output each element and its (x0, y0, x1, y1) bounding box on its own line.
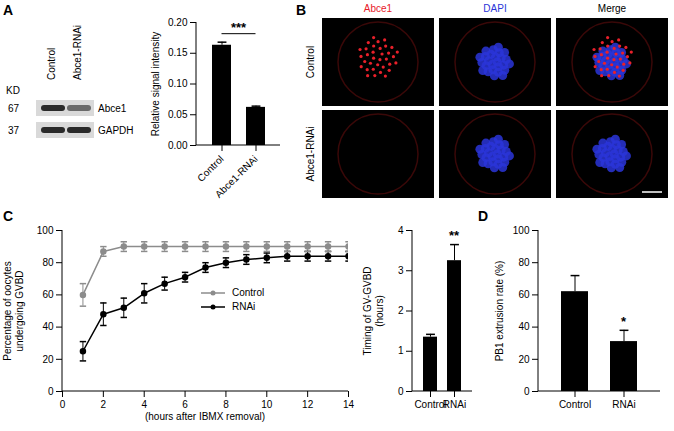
svg-text:100: 100 (37, 225, 54, 236)
svg-text:Abce1-RNAi: Abce1-RNAi (213, 153, 260, 200)
svg-text:RNAi: RNAi (612, 399, 635, 410)
svg-text:0.15: 0.15 (168, 47, 188, 58)
svg-text:4: 4 (398, 225, 404, 236)
html-text:Control: Control (232, 287, 265, 298)
svg-text:3: 3 (398, 265, 404, 276)
svg-text:80: 80 (42, 257, 54, 268)
svg-text:37: 37 (8, 125, 20, 136)
svg-text:20: 20 (518, 354, 530, 365)
html-text:A: A (3, 2, 14, 18)
svg-text:Abce1: Abce1 (364, 3, 393, 14)
svg-text:DAPI: DAPI (483, 3, 506, 14)
svg-text:0: 0 (48, 386, 54, 397)
svg-text:***: *** (231, 20, 247, 35)
html-text:Percentage of oocytes undergoi: Percentage of oocytes undergoing GVBD (2, 260, 25, 361)
html-text:Timing of GV-GVBD (hours): Timing of GV-GVBD (hours) (362, 265, 385, 356)
svg-text:Abce1: Abce1 (98, 103, 127, 114)
svg-text:6: 6 (182, 399, 188, 410)
svg-text:12: 12 (302, 399, 314, 410)
svg-text:20: 20 (42, 354, 54, 365)
html-text:Relative signal intensity: Relative signal intensity (150, 31, 161, 136)
svg-text:60: 60 (518, 289, 530, 300)
svg-text:0: 0 (524, 386, 530, 397)
svg-text:Merge: Merge (598, 3, 627, 14)
svg-text:RNAi: RNAi (443, 399, 466, 410)
svg-text:8: 8 (223, 399, 229, 410)
svg-text:0.05: 0.05 (168, 109, 188, 120)
svg-text:67: 67 (8, 103, 20, 114)
svg-text:Control: Control (46, 48, 57, 80)
svg-text:*: * (621, 314, 627, 329)
html-text:B: B (296, 2, 307, 18)
svg-text:2: 2 (398, 305, 404, 316)
svg-text:2: 2 (101, 399, 107, 410)
svg-text:1: 1 (398, 345, 404, 356)
svg-text:Control: Control (195, 153, 226, 184)
svg-text:40: 40 (518, 321, 530, 332)
svg-text:80: 80 (518, 257, 530, 268)
svg-text:Abce1-RNAi: Abce1-RNAi (72, 25, 83, 80)
html-text:C: C (3, 208, 14, 224)
svg-text:0: 0 (398, 386, 404, 397)
svg-text:60: 60 (42, 289, 54, 300)
svg-text:10: 10 (261, 399, 273, 410)
svg-text:100: 100 (513, 225, 530, 236)
svg-text:Control: Control (414, 399, 446, 410)
svg-text:Control: Control (559, 399, 591, 410)
svg-text:Control: Control (305, 46, 316, 78)
svg-text:**: ** (449, 228, 460, 243)
svg-text:KD: KD (6, 85, 20, 96)
html-text:D: D (478, 208, 489, 224)
html-text:PB1 extrusion rate (%): PB1 extrusion rate (%) (494, 260, 505, 361)
svg-text:0.10: 0.10 (168, 78, 188, 89)
svg-text:0: 0 (60, 399, 66, 410)
svg-text:0.00: 0.00 (168, 140, 188, 151)
svg-text:GAPDH: GAPDH (98, 125, 134, 136)
svg-text:Abce1-RNAi: Abce1-RNAi (305, 126, 316, 181)
html-text:RNAi: RNAi (232, 301, 256, 312)
svg-text:40: 40 (42, 321, 54, 332)
svg-text:0.20: 0.20 (168, 17, 188, 28)
html-text:(hours after IBMX removal): (hours after IBMX removal) (145, 411, 265, 422)
svg-text:14: 14 (343, 399, 355, 410)
svg-text:4: 4 (141, 399, 147, 410)
